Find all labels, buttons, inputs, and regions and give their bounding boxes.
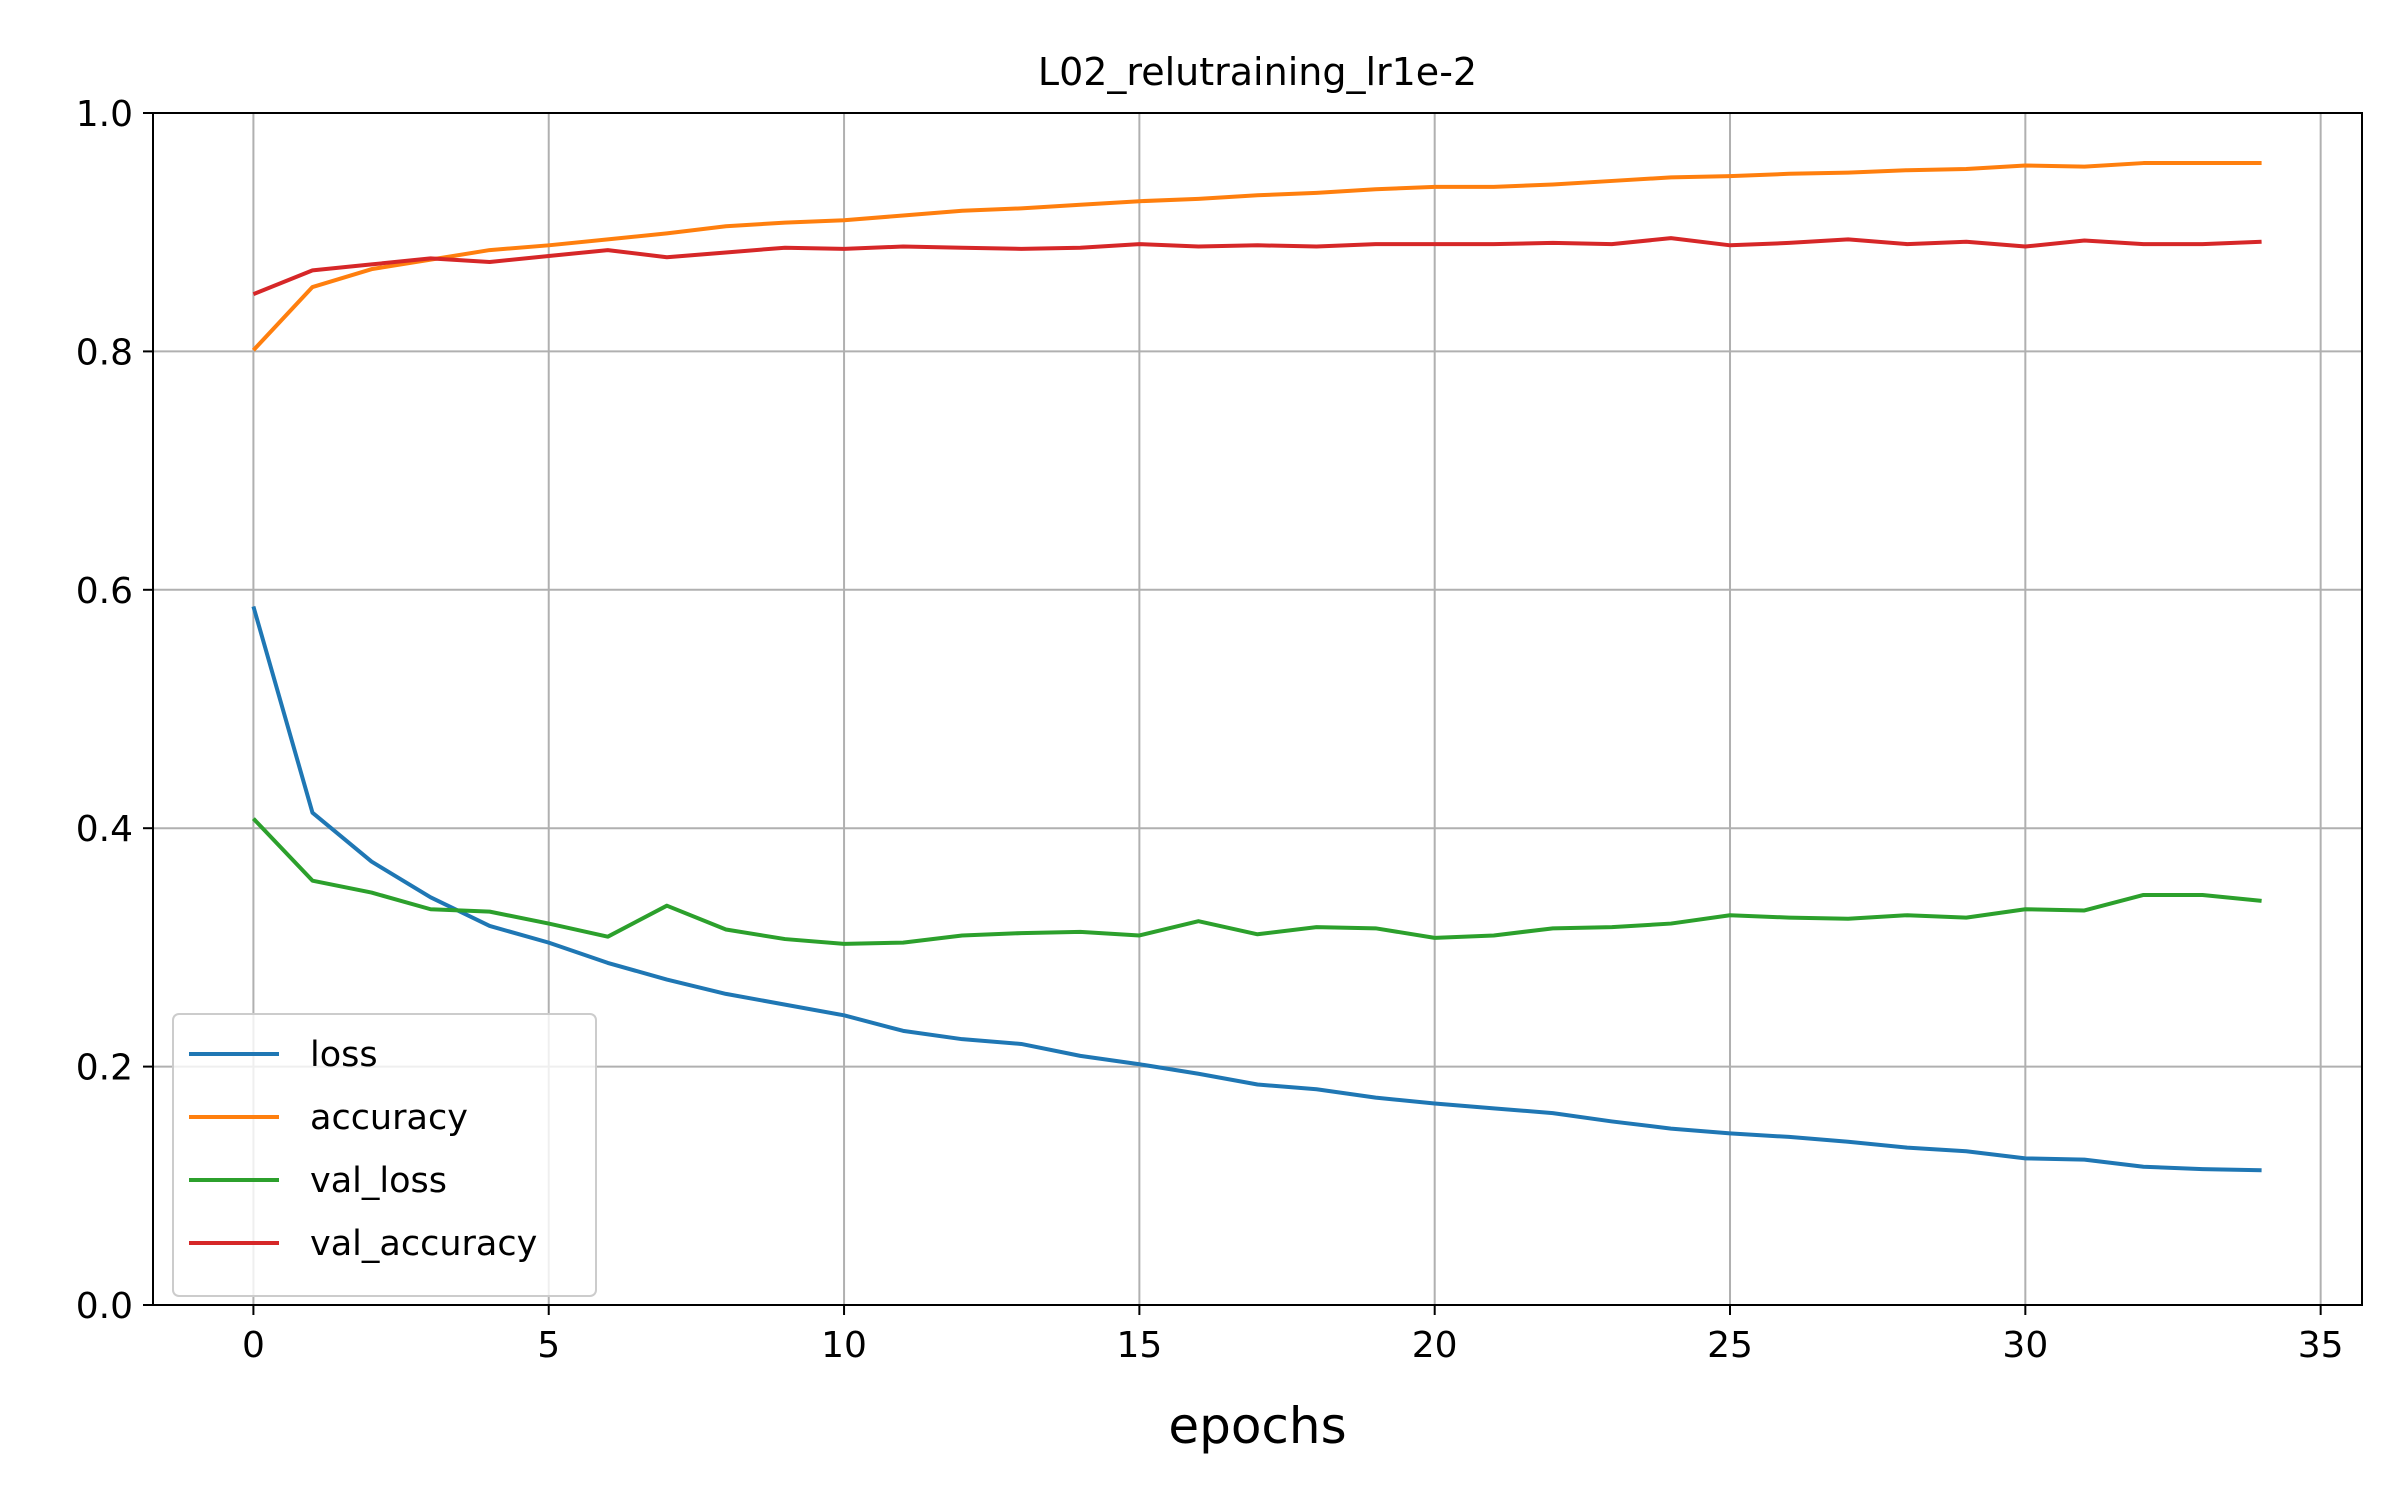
x-tick-label: 35 xyxy=(2298,1325,2344,1366)
legend-entries: loss accuracy val_loss val_accuracy xyxy=(189,1035,537,1264)
y-tick-label: 0.4 xyxy=(76,809,133,850)
x-tick-label: 0 xyxy=(242,1325,265,1366)
series-line-val-accuracy xyxy=(252,236,2262,297)
legend: loss accuracy val_loss val_accuracy xyxy=(172,1013,597,1297)
x-tick-label: 5 xyxy=(537,1325,560,1366)
series-line-loss xyxy=(251,605,2262,1173)
x-axis-label: epochs xyxy=(1168,1397,1346,1455)
x-tick-label: 25 xyxy=(1707,1325,1753,1366)
y-tick-label: 0.6 xyxy=(76,571,133,612)
legend-label-accuracy: accuracy xyxy=(310,1098,468,1138)
y-tick-label: 1.0 xyxy=(76,94,133,135)
series-line-val-loss xyxy=(251,817,2262,946)
y-tick-label: 0.8 xyxy=(76,332,133,373)
legend-label-val-accuracy: val_accuracy xyxy=(310,1224,537,1264)
x-tick-label: 20 xyxy=(1412,1325,1458,1366)
series-lines xyxy=(251,161,2262,1173)
chart-title: L02_relutraining_lr1e-2 xyxy=(1038,50,1477,94)
x-tick-label: 15 xyxy=(1116,1325,1162,1366)
legend-label-loss: loss xyxy=(310,1035,378,1075)
plot-frame xyxy=(152,112,2363,1306)
x-tick-label: 30 xyxy=(2002,1325,2048,1366)
series-line-accuracy xyxy=(251,161,2262,352)
y-tick-label: 0.2 xyxy=(76,1048,133,1089)
x-tick-label: 10 xyxy=(821,1325,867,1366)
legend-box xyxy=(172,1013,597,1297)
axis-ticks: 0 5 10 15 20 25 30 35 0.0 0.2 0.4 0.6 0.8 1.0 xyxy=(76,94,2344,1366)
legend-label-val-loss: val_loss xyxy=(310,1161,447,1201)
y-tick-label: 0.0 xyxy=(76,1286,133,1327)
